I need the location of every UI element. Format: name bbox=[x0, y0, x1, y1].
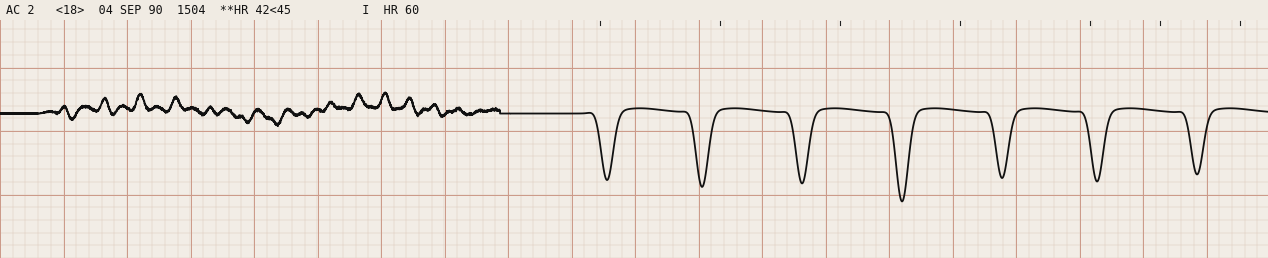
Bar bbox=[0, 0, 1268, 20]
Text: AC 2   <18>  04 SEP 90  1504  **HR 42<45          I  HR 60: AC 2 <18> 04 SEP 90 1504 **HR 42<45 I HR… bbox=[6, 4, 420, 17]
